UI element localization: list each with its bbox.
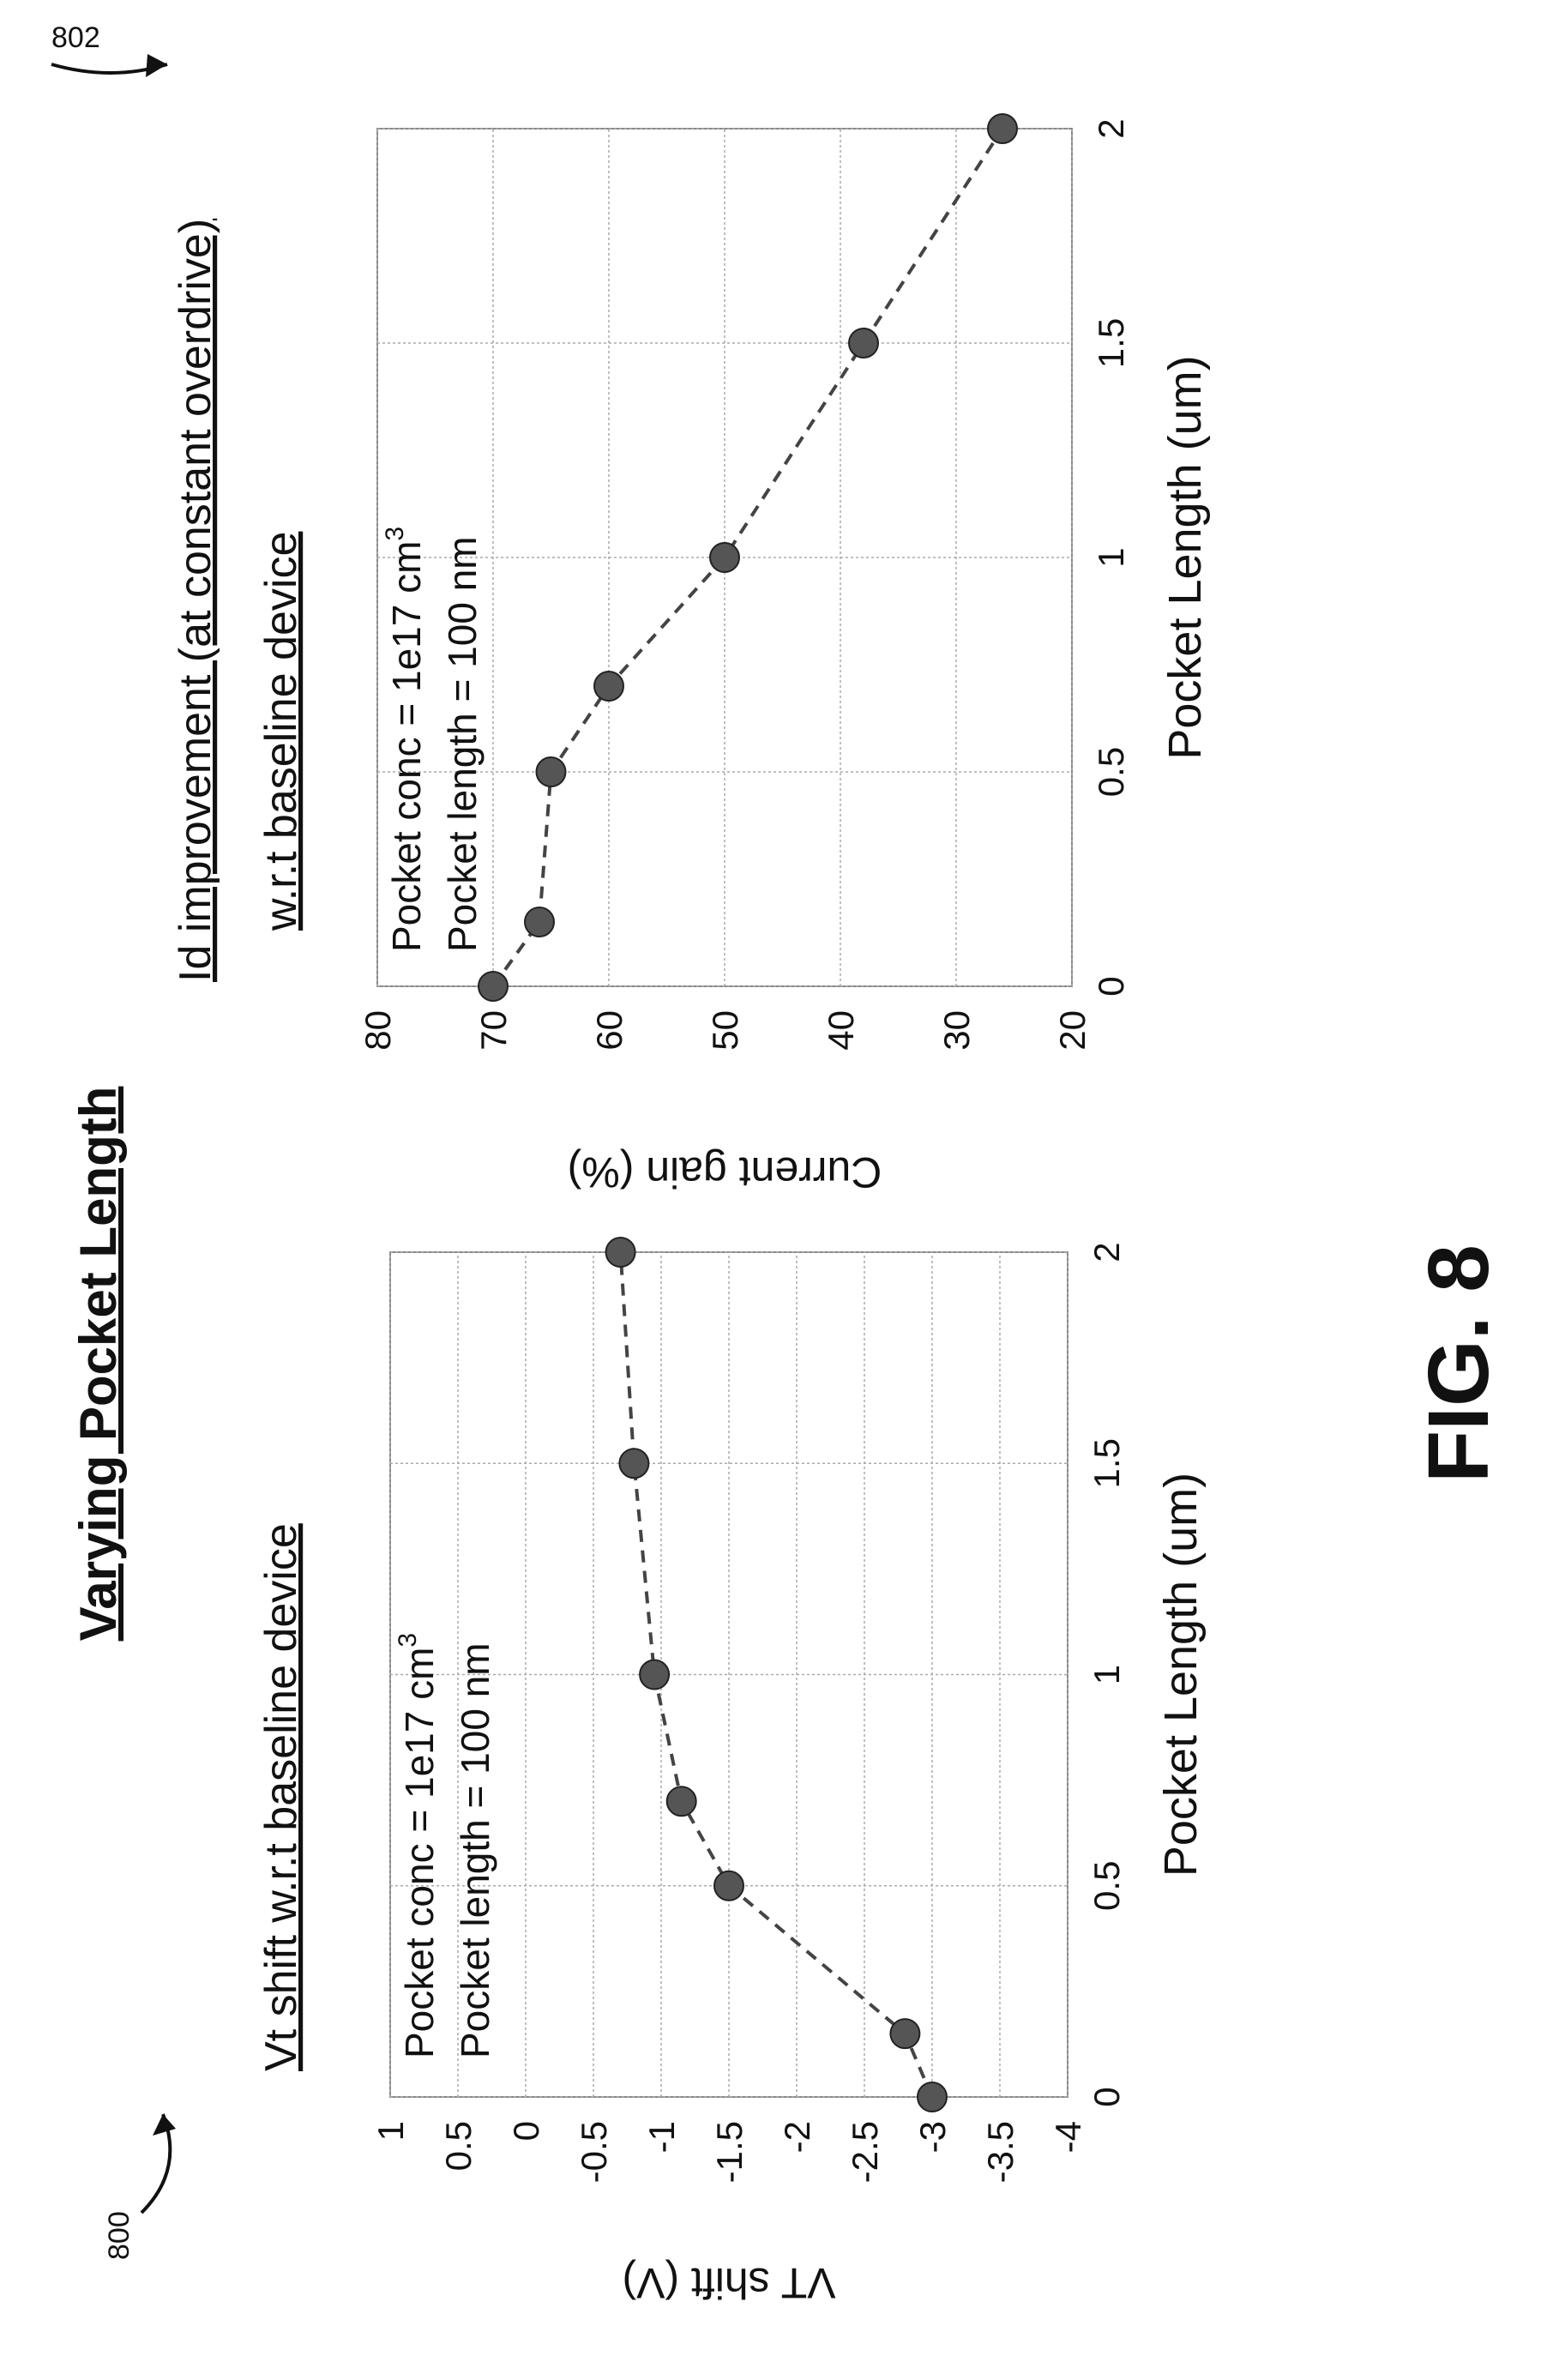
y-tick-label: 70	[473, 1010, 514, 1051]
annotation-conc-text: Pocket conc = 1e17 cm	[397, 1648, 442, 2058]
data-point	[987, 113, 1018, 144]
data-point	[709, 542, 740, 573]
vt-shift-chart: Vt shift w.r.t baseline device 0 0.5 1 1.5 2 1…	[256, 1237, 1207, 2307]
x-tick-label: 2	[1091, 118, 1131, 138]
annotation-length: Pocket length = 100 nm	[440, 536, 485, 952]
x-tick-label: 0	[1087, 2087, 1127, 2106]
y-tick-label: 0.5	[438, 2121, 479, 2171]
y-tick-label: -2	[777, 2121, 817, 2153]
x-tick-label: 0	[1091, 976, 1131, 996]
figure-title: Varying Pocket Length	[69, 1087, 127, 1642]
annotation-conc: Pocket conc = 1e17 cm3	[381, 527, 429, 952]
y-tick-label: 50	[705, 1010, 745, 1051]
chart-title: Vt shift w.r.t baseline device	[256, 1523, 306, 2071]
data-point	[478, 971, 509, 1002]
annotation-length: Pocket length = 100 nm	[453, 1642, 497, 2058]
x-tick-label: 1.5	[1091, 318, 1131, 368]
y-tick-label: 60	[589, 1010, 629, 1051]
x-tick-label: 1	[1087, 1665, 1127, 1684]
x-axis-label: Pocket Length (um)	[1155, 1473, 1207, 1877]
x-tick-label: 2	[1087, 1242, 1127, 1262]
data-point	[618, 1448, 650, 1479]
y-axis-label: VT shift (V)	[622, 2259, 835, 2307]
annotation-conc: Pocket conc = 1e17 cm3	[394, 1633, 442, 2058]
y-tick-label: -3.5	[980, 2121, 1020, 2183]
y-tick-label: 20	[1052, 1010, 1093, 1051]
reference-numeral-800: 800	[103, 2211, 135, 2260]
data-point	[605, 1237, 636, 1268]
annotation-conc-text: Pocket conc = 1e17 cm	[384, 541, 429, 952]
reference-numeral-802: 802	[51, 21, 100, 54]
y-tick-label: 1	[370, 2121, 411, 2141]
y-tick-label: -1.5	[709, 2121, 749, 2183]
current-gain-chart: Id improvement (at constant overdrive) w.…	[171, 113, 1211, 1196]
y-axis-label: Current gain (%)	[568, 1148, 882, 1196]
y-tick-label: 30	[936, 1010, 977, 1051]
reference-arrowhead-800	[153, 2114, 176, 2136]
figure-label: FIG. 8	[1411, 1244, 1507, 1483]
y-tick-label: -2.5	[845, 2121, 885, 2183]
y-tick-label: -1	[641, 2121, 682, 2153]
data-point	[889, 2018, 921, 2050]
x-axis-label: Pocket Length (um)	[1159, 355, 1211, 759]
data-point	[713, 1870, 744, 1901]
y-tick-label: 40	[821, 1010, 861, 1051]
y-tick-label: -0.5	[574, 2121, 614, 2183]
annotation-superscript: 3	[381, 527, 409, 541]
y-tick-label: -4	[1048, 2121, 1088, 2153]
data-point	[917, 2082, 948, 2112]
data-point	[639, 1659, 671, 1690]
data-point	[524, 907, 555, 937]
reference-arrowhead-802	[146, 54, 167, 77]
data-point	[665, 1786, 697, 1817]
chart-title: Id improvement (at constant overdrive)	[171, 219, 220, 982]
y-tick-label: 80	[358, 1010, 398, 1051]
annotation-superscript: 3	[394, 1633, 422, 1648]
y-tick-label: -3	[912, 2121, 953, 2153]
x-tick-label: 1	[1091, 547, 1131, 567]
data-point	[593, 671, 624, 702]
data-point	[535, 756, 567, 787]
x-tick-label: 0.5	[1087, 1861, 1127, 1911]
x-tick-label: 1.5	[1087, 1438, 1127, 1488]
data-point	[848, 328, 879, 359]
x-tick-label: 0.5	[1091, 747, 1131, 797]
chart-title-line2: w.r.t baseline device	[256, 532, 306, 931]
y-tick-label: 0	[506, 2121, 546, 2141]
